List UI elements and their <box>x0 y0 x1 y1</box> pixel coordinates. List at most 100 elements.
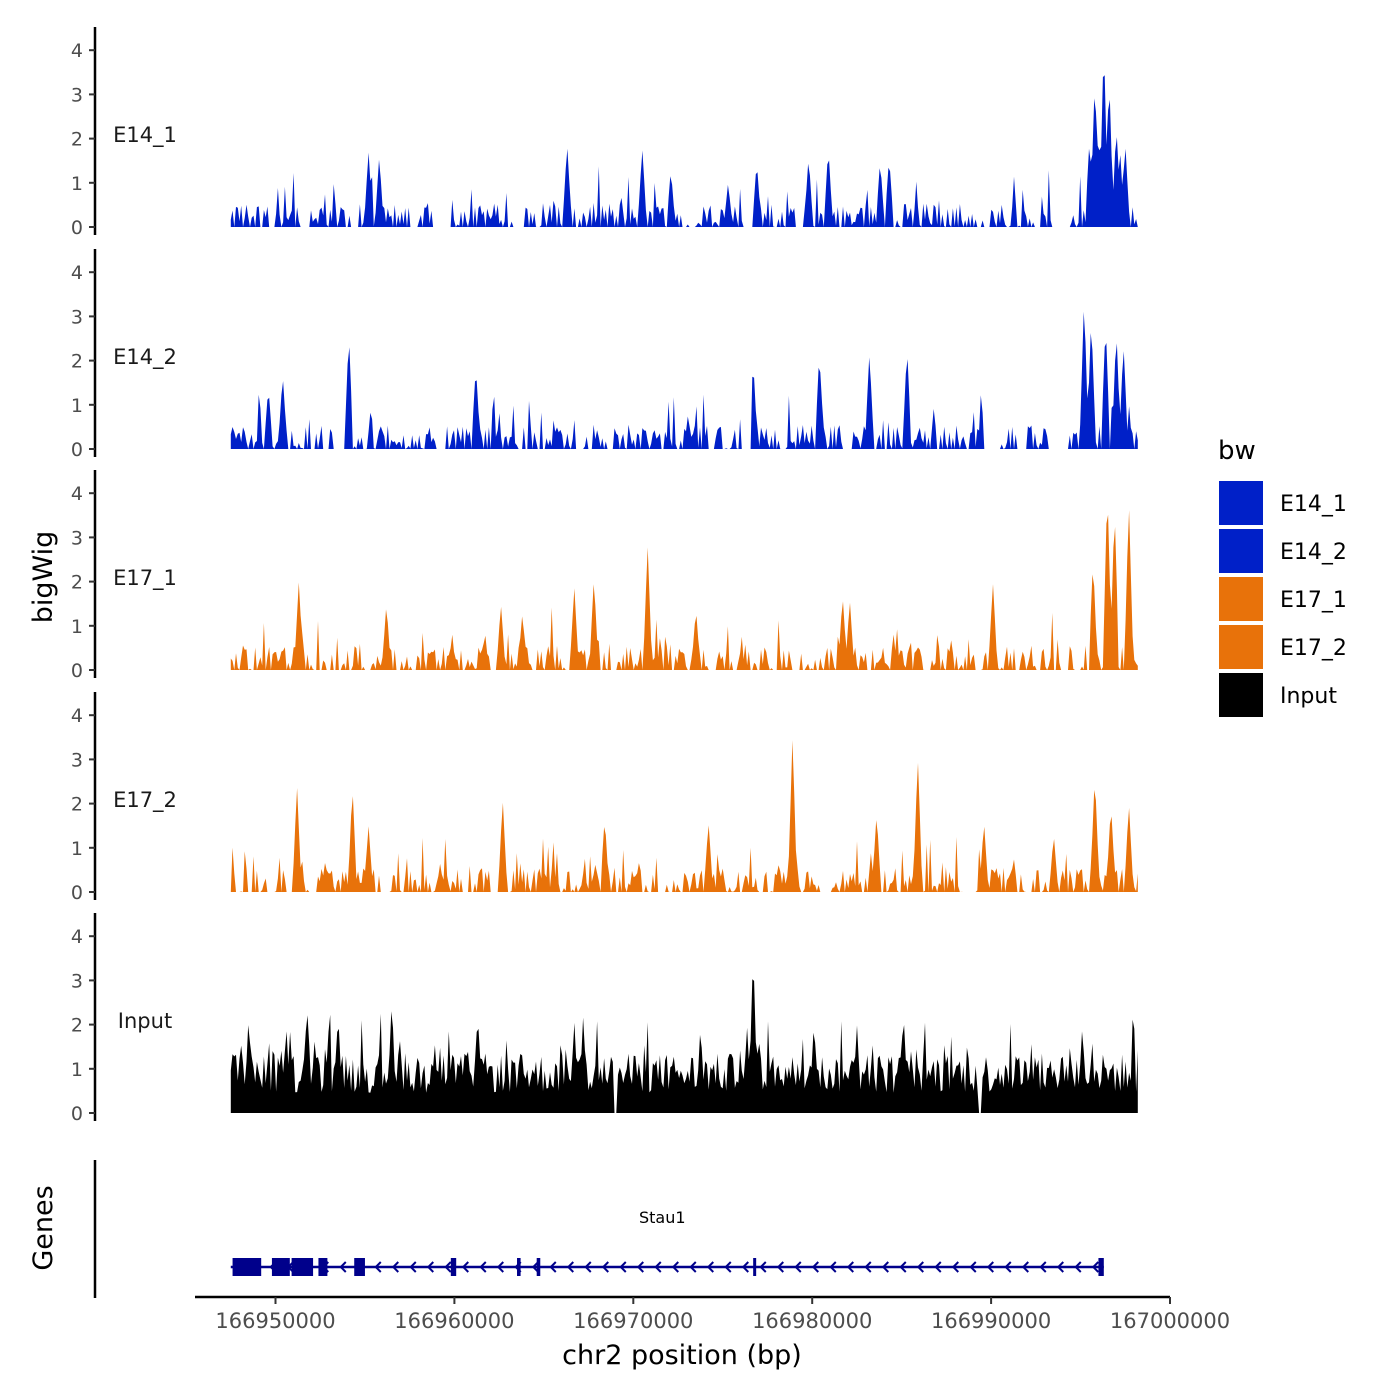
track-label: E17_2 <box>113 788 177 813</box>
track-e14-1: 0 1 2 3 4 E14_1 <box>71 27 1138 239</box>
strand-arrow <box>881 1261 889 1273</box>
y-tick-label: 2 <box>71 572 83 594</box>
y-tick-label: 4 <box>71 926 83 948</box>
x-axis-title: chr2 position (bp) <box>562 1340 802 1371</box>
strand-arrow <box>531 1261 539 1273</box>
strand-arrow <box>934 1261 942 1273</box>
gene-label: Stau1 <box>639 1208 686 1227</box>
gene-exon <box>517 1258 521 1276</box>
legend-item: E14_1 <box>1217 479 1347 527</box>
y-tick-label: 0 <box>71 882 83 904</box>
x-tick-label: 166950000 <box>215 1309 335 1333</box>
signal-tracks: 0 1 2 3 4 E14_1 0 1 2 3 4 E14_2 0 1 2 3 4 E17_1 0 1 2 3 4 E17_2… <box>71 27 1138 1125</box>
strand-arrow <box>1074 1261 1082 1273</box>
strand-arrow <box>549 1261 557 1273</box>
strand-arrow <box>916 1261 924 1273</box>
legend-swatch <box>1217 479 1265 527</box>
track-label: Input <box>118 1009 172 1033</box>
y-tick-label: 4 <box>71 483 83 505</box>
legend-swatch <box>1217 527 1265 575</box>
strand-arrow <box>724 1261 732 1273</box>
strand-arrow <box>461 1261 469 1273</box>
x-tick-label: 166990000 <box>931 1309 1051 1333</box>
strand-arrow <box>409 1261 417 1273</box>
strand-arrow <box>426 1261 434 1273</box>
strand-arrow <box>1021 1261 1029 1273</box>
legend-swatch <box>1217 575 1265 623</box>
gene-exon <box>536 1258 541 1276</box>
strand-arrow <box>584 1261 592 1273</box>
y-tick-label: 2 <box>71 794 83 816</box>
strand-arrow <box>601 1261 609 1273</box>
gene-exon <box>271 1258 290 1276</box>
legend-swatch <box>1217 623 1265 671</box>
x-tick-label: 166970000 <box>573 1309 693 1333</box>
track-e17-2: 0 1 2 3 4 E17_2 <box>71 692 1138 904</box>
y-tick-label: 2 <box>71 129 83 151</box>
legend-item: Input <box>1217 671 1337 719</box>
signal-area <box>230 311 1138 449</box>
legend: bw E14_1 E14_2 E17_1 E17_2 Input <box>1217 436 1347 719</box>
x-tick-label: 166960000 <box>394 1309 514 1333</box>
gene-panel: Stau1 <box>93 1160 1104 1298</box>
y-tick-label: 2 <box>71 351 83 373</box>
track-label: E17_1 <box>113 566 177 591</box>
y-tick-label: 0 <box>71 660 83 682</box>
strand-arrow <box>636 1261 644 1273</box>
y-tick-label: 4 <box>71 262 83 284</box>
signal-area <box>230 740 1138 892</box>
strand-arrow <box>776 1261 784 1273</box>
strand-arrow <box>1056 1261 1064 1273</box>
y-tick-label: 3 <box>71 306 83 328</box>
strand-arrow <box>566 1261 574 1273</box>
legend-swatch <box>1217 671 1265 719</box>
x-tick-label: 167000000 <box>1110 1309 1230 1333</box>
strand-arrow <box>759 1261 767 1273</box>
strand-arrow <box>706 1261 714 1273</box>
strand-arrow <box>969 1261 977 1273</box>
y-tick-label: 3 <box>71 84 83 106</box>
y-tick-label: 4 <box>71 705 83 727</box>
strand-arrow <box>619 1261 627 1273</box>
y-tick-label: 1 <box>71 395 83 417</box>
strand-arrow <box>986 1261 994 1273</box>
legend-label: E14_2 <box>1280 540 1347 565</box>
legend-label: Input <box>1280 684 1337 709</box>
y-tick-label: 0 <box>71 439 83 461</box>
y-axis-title: bigWig <box>28 531 59 624</box>
track-label: E14_1 <box>113 123 177 148</box>
y-tick-label: 3 <box>71 527 83 549</box>
strand-arrow <box>1039 1261 1047 1273</box>
strand-arrow <box>741 1261 749 1273</box>
strand-arrow <box>864 1261 872 1273</box>
gene-exon <box>450 1258 457 1276</box>
gene-exon <box>354 1258 365 1276</box>
signal-area <box>230 75 1138 227</box>
strand-arrow <box>794 1261 802 1273</box>
y-tick-label: 0 <box>71 217 83 239</box>
strand-arrow <box>1091 1261 1099 1273</box>
track-label: E14_2 <box>113 345 177 370</box>
y-tick-label: 1 <box>71 1059 83 1081</box>
strand-arrow <box>671 1261 679 1273</box>
strand-arrow <box>391 1261 399 1273</box>
x-axis: 166950000 166960000 166970000 166980000 1669… <box>195 1295 1230 1333</box>
legend-label: E17_1 <box>1280 588 1347 613</box>
legend-item: E14_2 <box>1217 527 1347 575</box>
track-e17-1: 0 1 2 3 4 E17_1 <box>71 470 1138 682</box>
strand-arrow <box>496 1261 504 1273</box>
strand-arrow <box>479 1261 487 1273</box>
strand-arrow <box>846 1261 854 1273</box>
strand-arrow <box>654 1261 662 1273</box>
strand-arrow <box>811 1261 819 1273</box>
y-tick-label: 2 <box>71 1015 83 1037</box>
x-tick-label: 166980000 <box>752 1309 872 1333</box>
gene-exon <box>1098 1258 1104 1276</box>
y-tick-label: 3 <box>71 970 83 992</box>
gene-exon <box>232 1258 262 1276</box>
strand-arrow <box>444 1261 452 1273</box>
strand-arrow <box>339 1261 347 1273</box>
gene-exon <box>318 1258 328 1276</box>
y-tick-label: 1 <box>71 173 83 195</box>
